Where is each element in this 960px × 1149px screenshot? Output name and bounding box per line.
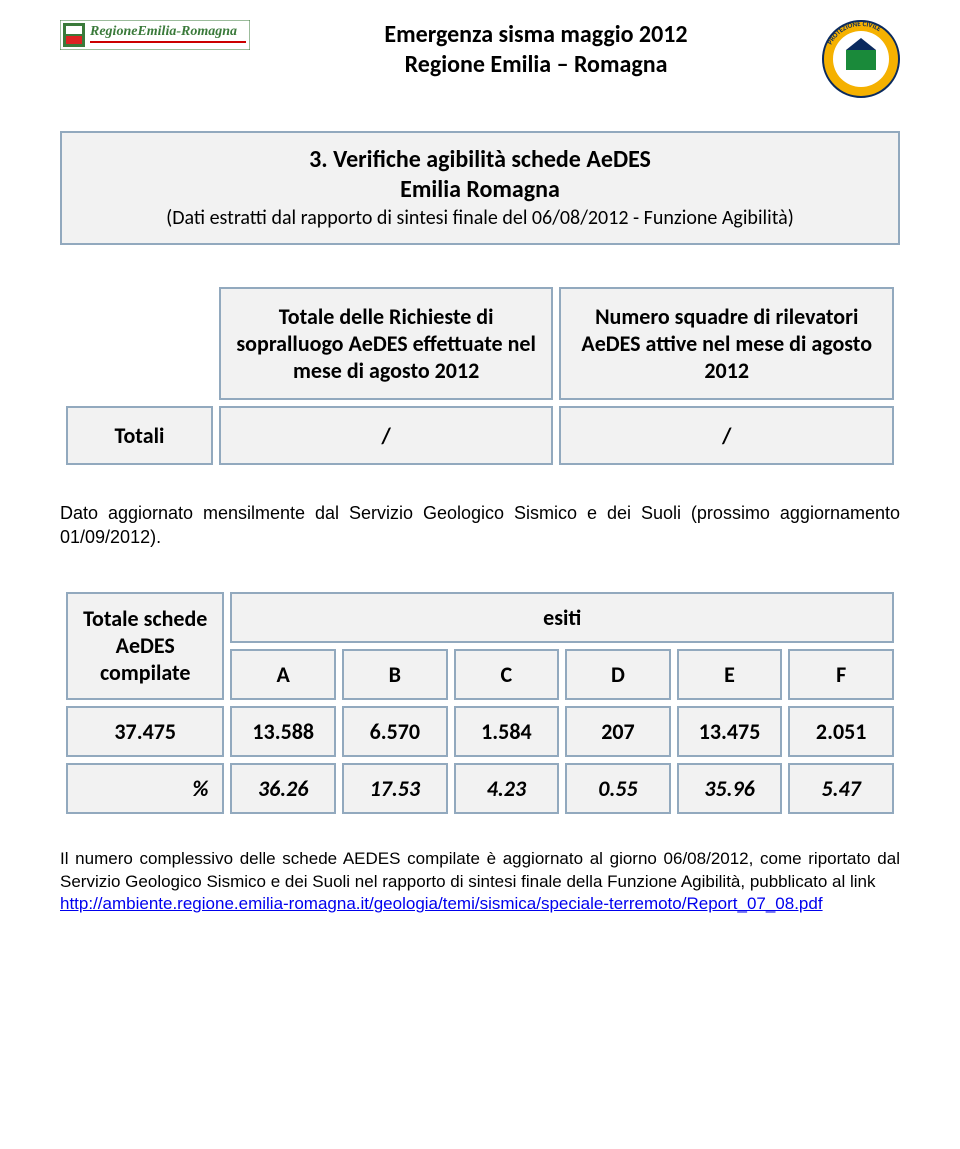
table2-left-header: Totale schede AeDES compilate xyxy=(66,592,224,700)
header-title: Emergenza sisma maggio 2012 Regione Emil… xyxy=(250,20,822,80)
table2-val-f: 2.051 xyxy=(788,706,894,757)
logo-protezione-civile: PROTEZIONE CIVILE xyxy=(822,20,900,103)
table1-value-1: / xyxy=(219,406,554,465)
table2-val-e: 13.475 xyxy=(677,706,783,757)
table2-col-e: E xyxy=(677,649,783,700)
header-title-line2: Regione Emilia – Romagna xyxy=(260,50,812,80)
section-title-line2: Emilia Romagna xyxy=(78,175,882,205)
table2-val-b: 6.570 xyxy=(342,706,448,757)
page: RegioneEmilia-Romagna Emergenza sisma ma… xyxy=(0,0,960,973)
logo-regione-emilia-romagna: RegioneEmilia-Romagna xyxy=(60,20,250,55)
footer-text: Il numero complessivo delle schede AEDES… xyxy=(60,849,900,891)
table2-col-a: A xyxy=(230,649,336,700)
table1-col2-header: Numero squadre di rilevatori AeDES attiv… xyxy=(559,287,894,400)
table2-val-a: 13.588 xyxy=(230,706,336,757)
header-title-line1: Emergenza sisma maggio 2012 xyxy=(260,20,812,50)
table2-pct-label: % xyxy=(66,763,224,814)
table2-pct-d: 0.55 xyxy=(565,763,671,814)
section-subtitle: (Dati estratti dal rapporto di sintesi f… xyxy=(78,205,882,231)
footer-link[interactable]: http://ambiente.regione.emilia-romagna.i… xyxy=(60,894,823,913)
header-row: RegioneEmilia-Romagna Emergenza sisma ma… xyxy=(60,20,900,103)
table2-col-d: D xyxy=(565,649,671,700)
footer-paragraph: Il numero complessivo delle schede AEDES… xyxy=(60,848,900,917)
table2-pct-e: 35.96 xyxy=(677,763,783,814)
table1-row-label: Totali xyxy=(66,406,213,465)
table2-pct-c: 4.23 xyxy=(454,763,560,814)
table2-pct-a: 36.26 xyxy=(230,763,336,814)
table2-total: 37.475 xyxy=(66,706,224,757)
table1-col1-header: Totale delle Richieste di sopralluogo Ae… xyxy=(219,287,554,400)
section-title-line1: 3. Verifiche agibilità schede AeDES xyxy=(78,145,882,175)
table2-col-f: F xyxy=(788,649,894,700)
table2-pct-b: 17.53 xyxy=(342,763,448,814)
section-title-box: 3. Verifiche agibilità schede AeDES Emil… xyxy=(60,131,900,245)
table2-val-c: 1.584 xyxy=(454,706,560,757)
table2-pct-f: 5.47 xyxy=(788,763,894,814)
table-totali: Totale delle Richieste di sopralluogo Ae… xyxy=(60,281,900,471)
table2-col-c: C xyxy=(454,649,560,700)
table-esiti: Totale schede AeDES compilate esiti A B … xyxy=(60,586,900,820)
table2-esiti-label: esiti xyxy=(230,592,894,643)
table1-value-2: / xyxy=(559,406,894,465)
paragraph-aggiornamento: Dato aggiornato mensilmente dal Servizio… xyxy=(60,501,900,550)
table2-val-d: 207 xyxy=(565,706,671,757)
table2-col-b: B xyxy=(342,649,448,700)
svg-text:RegioneEmilia-Romagna: RegioneEmilia-Romagna xyxy=(89,24,237,39)
